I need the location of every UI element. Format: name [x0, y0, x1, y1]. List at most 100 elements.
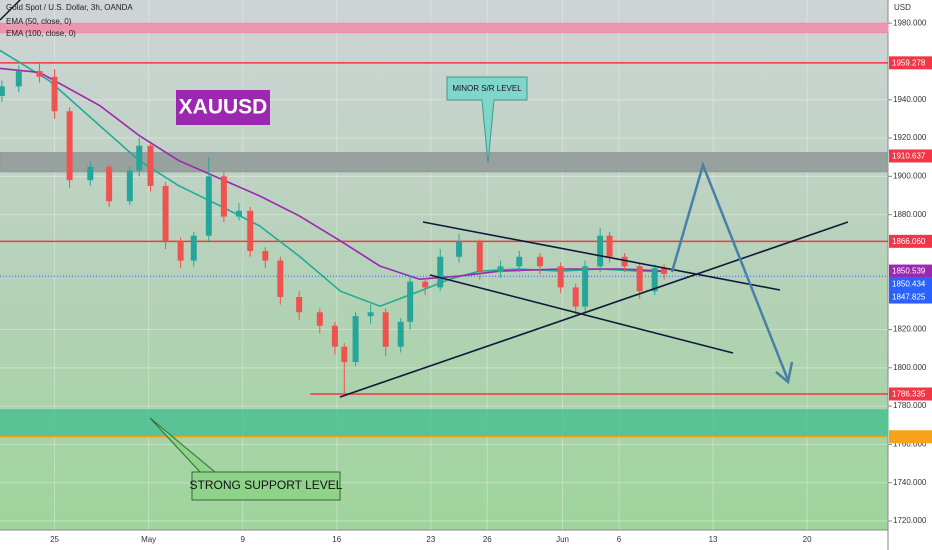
back-layer [0, 22, 889, 438]
candle-body [190, 235, 197, 261]
callout [446, 76, 528, 164]
candle-body [235, 210, 242, 217]
y-tick-label: 1900.000 [893, 171, 927, 180]
candle-body [316, 312, 323, 326]
price-tag [889, 290, 932, 304]
candle-body [407, 281, 414, 322]
price-tag [889, 234, 932, 248]
candle-body [661, 268, 668, 274]
candle-body [177, 241, 184, 261]
candle-body [220, 176, 227, 217]
y-tick-label: 1760.000 [893, 440, 927, 449]
candle-body [597, 235, 604, 267]
channel-line [422, 221, 781, 291]
candle-body [536, 256, 543, 267]
candle-body [606, 235, 613, 257]
x-tick-label: Jun [556, 535, 569, 544]
candle-body [262, 251, 269, 261]
price-tag [889, 387, 932, 401]
price-tag [889, 277, 932, 291]
y-tick-label: 1800.000 [893, 363, 927, 372]
callout [149, 417, 341, 501]
zone [0, 152, 889, 173]
candle-body [15, 71, 22, 87]
x-tick-label: May [141, 535, 156, 544]
y-tick-label: 1940.000 [893, 95, 927, 104]
candle-body [106, 166, 113, 202]
candle-body [66, 111, 73, 181]
legend-entry: EMA (50, close, 0) [6, 17, 72, 26]
marks-layer [0, 49, 668, 395]
price-tag-label: 1866.060 [892, 237, 926, 246]
candle-body [296, 296, 303, 313]
corner-stroke [0, 0, 21, 21]
x-tick-label: 20 [803, 535, 812, 544]
legend-entry: EMA (100, close, 0) [6, 29, 76, 38]
price-tag-label: 1850.539 [892, 267, 926, 276]
zone [0, 409, 889, 438]
candle-body [621, 256, 628, 267]
candle-body [136, 145, 143, 171]
arrow-head [775, 361, 794, 385]
candle-body [557, 266, 564, 288]
price-tag [889, 264, 932, 278]
time-axis-panel [0, 530, 888, 550]
candle-body [422, 281, 429, 288]
candle-body [87, 166, 94, 181]
projection-arrow [670, 161, 790, 381]
chart-title: Gold Spot / U.S. Dollar, 3h, OANDA [6, 3, 133, 12]
axis-layer: 1980.000 1940.000 1920.000 1900.000 1880.000… [50, 18, 932, 544]
x-tick-label: 16 [332, 535, 341, 544]
price-tag [889, 56, 932, 70]
candle-body [497, 266, 504, 273]
candle-body [636, 266, 643, 292]
x-tick-label: 9 [240, 535, 245, 544]
y-tick-label: 1920.000 [893, 133, 927, 142]
candle-body [36, 71, 43, 77]
label-box [176, 90, 270, 125]
price-tag-label: 1786.335 [892, 390, 926, 399]
x-tick-label: 6 [617, 535, 622, 544]
candle-body [651, 268, 658, 292]
y-tick-label: 1880.000 [893, 210, 927, 219]
candle-body [277, 260, 284, 297]
callout-text: MINOR S/R LEVEL [452, 84, 522, 93]
candle-body [147, 145, 154, 186]
currency-label: USD [894, 3, 911, 12]
candle-body [205, 176, 212, 236]
price-tag-label: 1847.825 [892, 293, 926, 302]
candle-body [382, 312, 389, 347]
candle-body [476, 241, 483, 273]
callout-text: STRONG SUPPORT LEVEL [190, 478, 343, 492]
candle-body [352, 316, 359, 363]
drawings: XAUUSD MINOR S/R LEVEL STRONG SUPPORT LE… [149, 76, 849, 501]
candle-body [516, 256, 523, 267]
x-tick-label: 23 [426, 535, 435, 544]
candle-body [51, 76, 58, 112]
symbol-label: XAUUSD [179, 96, 268, 119]
y-tick-label: 1780.000 [893, 401, 927, 410]
candle-body [162, 185, 169, 242]
trend-line [339, 221, 849, 398]
x-tick-label: 26 [483, 535, 492, 544]
price-tag-label: 1959.278 [892, 58, 926, 67]
y-tick-label: 1720.000 [893, 516, 927, 525]
candle-body [456, 241, 463, 257]
y-tick-label: 1820.000 [893, 325, 927, 334]
candle-body [397, 321, 404, 347]
price-tag [889, 149, 932, 163]
candle-body [0, 86, 5, 96]
candle-body [582, 266, 589, 307]
candle-body [247, 210, 254, 252]
price-tag-label: 1910.637 [892, 152, 926, 161]
ema-line [0, 49, 665, 308]
zone [0, 22, 889, 34]
x-tick-label: 25 [50, 535, 59, 544]
candle-body [437, 256, 444, 288]
price-tag [889, 430, 932, 444]
candle-body [331, 325, 338, 347]
x-tick-label: 13 [709, 535, 718, 544]
candle-body [367, 312, 374, 317]
candle-body [572, 287, 579, 307]
